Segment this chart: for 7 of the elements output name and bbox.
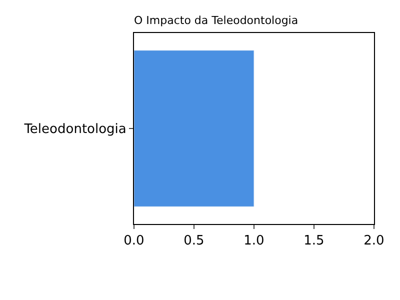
- x-tick-label: 0.5: [184, 234, 204, 249]
- chart-title: O Impacto da Teleodontologia: [134, 14, 298, 27]
- x-tick-label: 2.0: [364, 234, 384, 249]
- x-tick-label: 1.5: [304, 234, 324, 249]
- y-tick-label: Teleodontologia: [23, 122, 126, 138]
- x-tick-label: 0.0: [124, 234, 144, 249]
- x-tick-label: 1.0: [244, 234, 264, 249]
